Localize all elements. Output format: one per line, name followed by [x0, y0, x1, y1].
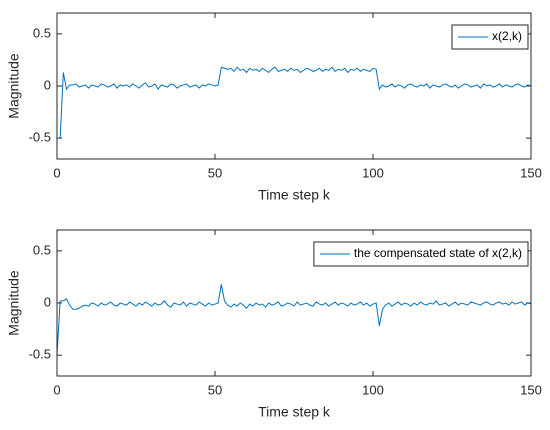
legend: x(2,k)	[451, 24, 529, 50]
y-axis-label: Magnitude	[6, 270, 22, 336]
x-tick-label: 0	[53, 382, 60, 397]
x-tick-label: 150	[520, 382, 542, 397]
legend-label: the compensated state of x(2,k)	[354, 246, 522, 260]
y-tick-label: 0	[44, 294, 51, 309]
legend-box	[451, 24, 529, 50]
x-tick-label: 50	[208, 382, 222, 397]
x-axis-label: Time step k	[258, 187, 331, 203]
subplot: 0 50 100 150 -0.5 0 0.5 Time step k Magnitude the…	[6, 229, 542, 420]
y-tick-label: -0.5	[29, 130, 51, 145]
legend: the compensated state of x(2,k)	[313, 241, 529, 267]
axes-box	[56, 12, 532, 160]
x-axis-label: Time step k	[258, 404, 331, 420]
y-tick-label: 0.5	[33, 25, 51, 40]
data-line	[57, 66, 532, 139]
y-axis-label: Magnitude	[6, 53, 22, 119]
x-tick-label: 150	[520, 165, 542, 180]
x-tick-label: 100	[362, 382, 384, 397]
y-tick-label: 0	[44, 77, 51, 92]
axes-box	[56, 229, 532, 377]
y-tick-label: -0.5	[29, 347, 51, 362]
x-tick-label: 0	[53, 165, 60, 180]
x-tick-label: 100	[362, 165, 384, 180]
subplot: 0 50 100 150 -0.5 0 0.5 Time step k Magnitude x(2…	[6, 12, 542, 203]
y-tick-label: 0.5	[33, 242, 51, 257]
legend-label: x(2,k)	[492, 29, 522, 43]
x-tick-label: 50	[208, 165, 222, 180]
data-line	[56, 284, 532, 356]
